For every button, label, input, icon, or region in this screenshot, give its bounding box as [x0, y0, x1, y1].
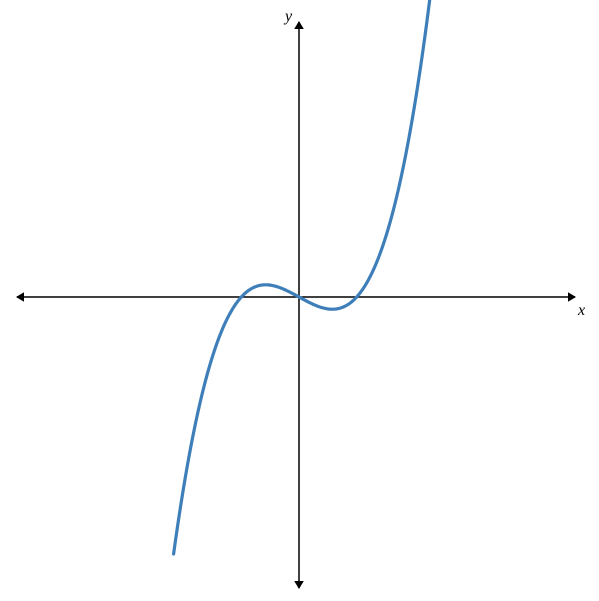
y-axis-label: y: [285, 8, 292, 26]
cubic-curve-chart: x y: [0, 0, 599, 601]
chart-svg: [0, 0, 599, 601]
x-axis-label: x: [578, 302, 585, 320]
